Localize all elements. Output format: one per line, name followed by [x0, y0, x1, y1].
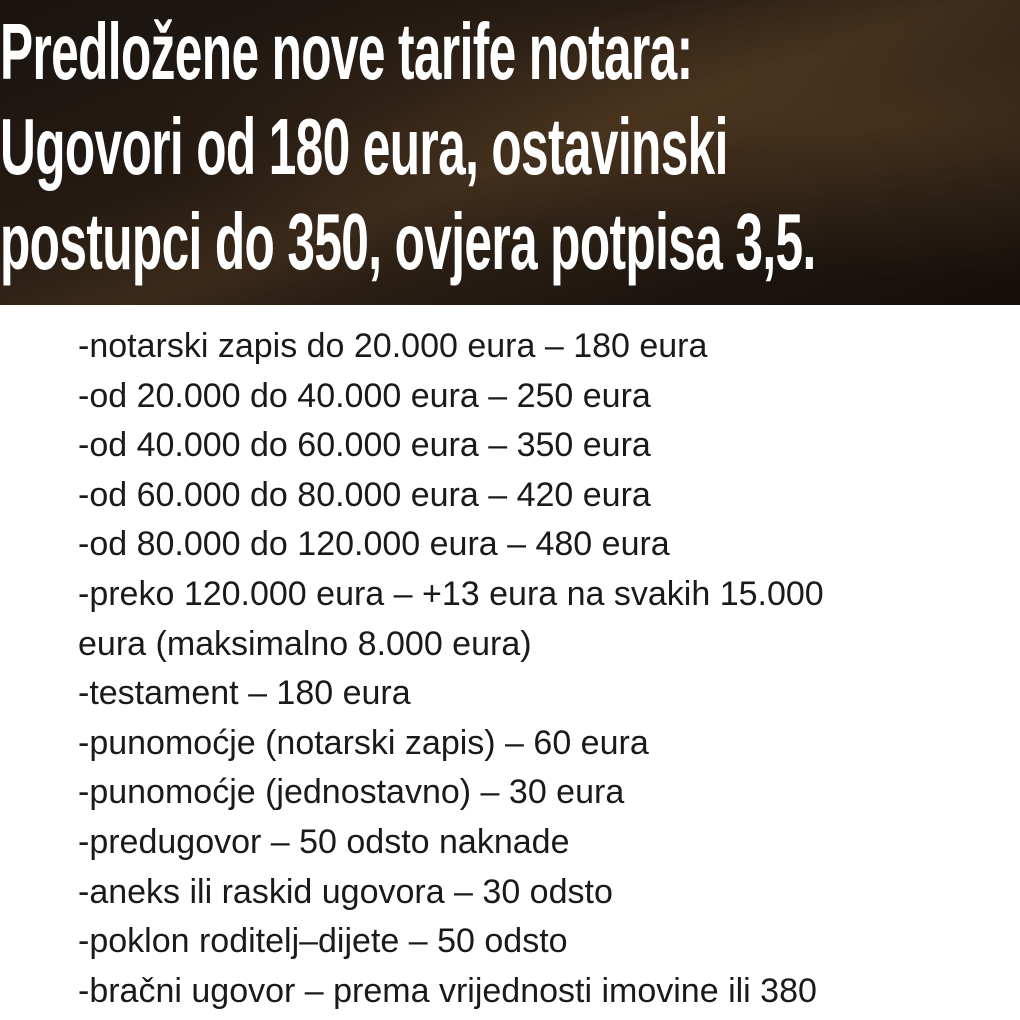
list-item: -preko 120.000 eura – +13 eura na svakih… [78, 574, 824, 613]
list-item: -testament – 180 eura [78, 674, 411, 713]
list-item: -od 60.000 do 80.000 eura – 420 eura [78, 475, 651, 514]
list-item: -punomoćje (jednostavno) – 30 eura [78, 773, 625, 812]
list-item: -notarski zapis do 20.000 eura – 180 eur… [78, 327, 708, 365]
tariff-list: -notarski zapis do 20.000 eura – 180 eur… [78, 322, 1008, 1016]
list-item: -bračni ugovor – prema vrijednosti imovi… [78, 971, 817, 1010]
headline-line: postupci do 350, ovjera potpisa 3,5. [0, 197, 816, 286]
list-item: eura (maksimalno 8.000 eura) [78, 624, 532, 663]
list-item: -od 80.000 do 120.000 eura – 480 eura [78, 525, 670, 564]
list-item: -aneks ili raskid ugovora – 30 odsto [78, 872, 613, 911]
list-item: -od 20.000 do 40.000 eura – 250 eura [78, 376, 651, 415]
headline-line: Predložene nove tarife notara: [0, 7, 693, 96]
headline-line: Ugovori od 180 eura, ostavinski [0, 102, 728, 191]
list-item: -punomoćje (notarski zapis) – 60 eura [78, 723, 649, 762]
headline-banner: Predložene nove tarife notara: Ugovori o… [0, 0, 1020, 305]
list-item: -od 40.000 do 60.000 eura – 350 eura [78, 426, 651, 465]
list-item: -predugovor – 50 odsto naknade [78, 822, 570, 861]
list-item: -poklon roditelj–dijete – 50 odsto [78, 922, 568, 961]
